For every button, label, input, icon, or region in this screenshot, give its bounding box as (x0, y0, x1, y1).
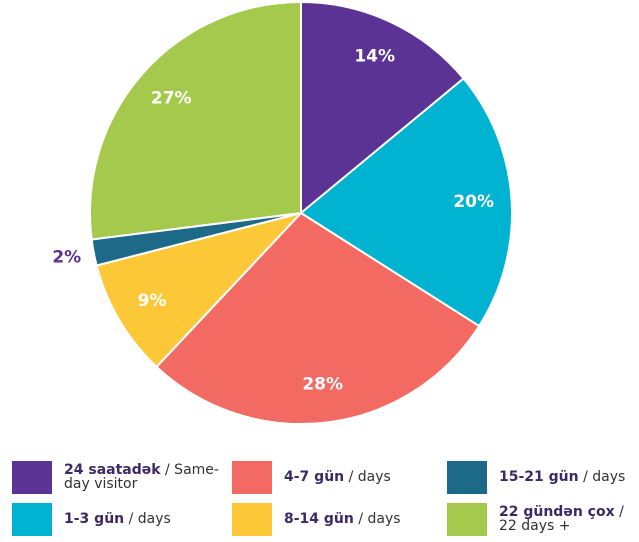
slice-label: 28% (302, 375, 343, 395)
legend-item: 24 saatadək / Same-day visitor (12, 456, 232, 498)
slice-label: 14% (354, 46, 395, 66)
legend-label: 15-21 gün (499, 469, 579, 485)
pie-slice (95, 211, 305, 369)
legend-label: 1-3 gün (64, 511, 125, 527)
pie-slice (89, 0, 302, 241)
legend-swatch (232, 502, 272, 536)
slice-label: 27% (151, 89, 192, 109)
slice-label: 2% (52, 248, 81, 268)
legend-text: 8-14 gün / days (284, 512, 401, 526)
legend-swatch (232, 460, 272, 494)
legend-swatch (447, 460, 487, 494)
chart: 14% 20% 28% 9% 2% 27% (52, 0, 513, 425)
legend-note: / days (348, 469, 391, 485)
pie-slice (155, 211, 481, 425)
slice-label: 20% (453, 192, 494, 212)
legend-swatch (12, 502, 52, 536)
legend-text: 1-3 gün / days (64, 512, 171, 526)
slice-label: 9% (138, 291, 167, 311)
legend-label: 4-7 gün (284, 469, 345, 485)
legend-label: 24 saatadək (64, 462, 161, 478)
pie-slice (299, 77, 513, 328)
legend-item: 15-21 gün / days (447, 456, 637, 498)
legend-note: / Same-day visitor (64, 462, 219, 492)
legend-label: 22 gündən çox (499, 504, 615, 520)
legend-item: 22 gündən çox / 22 days + (447, 498, 637, 540)
legend-swatch (12, 460, 52, 494)
pie-slice (300, 0, 465, 216)
legend-text: 24 saatadək / Same-day visitor (64, 463, 232, 491)
legend-text: 4-7 gün / days (284, 470, 391, 484)
legend-swatch (447, 502, 487, 536)
legend-label: 8-14 gün (284, 511, 354, 527)
legend-text: 15-21 gün / days (499, 470, 625, 484)
legend-note: / 22 days + (499, 504, 624, 534)
legend-item: 8-14 gün / days (232, 498, 447, 540)
legend-note: / days (583, 469, 626, 485)
legend-text: 22 gündən çox / 22 days + (499, 505, 637, 533)
legend: 24 saatadək / Same-day visitor 1-3 gün / … (12, 456, 637, 536)
legend-note: / days (128, 511, 171, 527)
legend-note: / days (358, 511, 401, 527)
legend-item: 4-7 gün / days (232, 456, 447, 498)
legend-item: 1-3 gün / days (12, 498, 232, 540)
